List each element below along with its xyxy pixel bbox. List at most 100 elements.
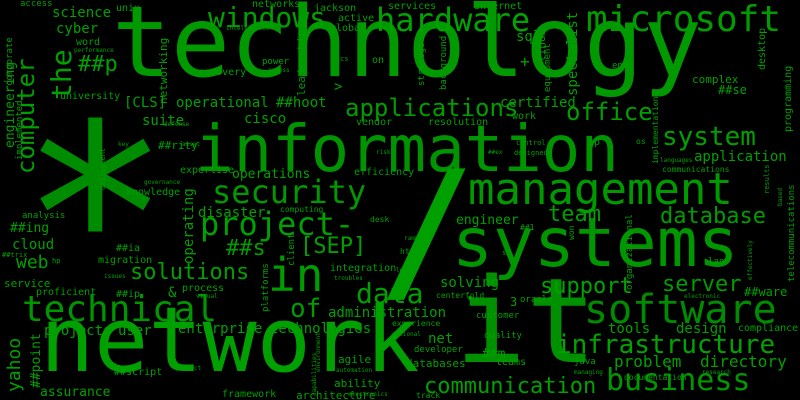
word-operational: operational bbox=[176, 96, 269, 110]
word-desktop: desktop bbox=[758, 28, 768, 70]
word-platforms: platforms bbox=[262, 263, 271, 312]
word-background: background bbox=[440, 36, 449, 90]
word-governance: governance bbox=[144, 180, 180, 186]
word-internet: internet bbox=[474, 2, 522, 12]
word-data: data bbox=[356, 280, 423, 308]
word-key: key bbox=[118, 142, 129, 148]
word-corporate: corporate bbox=[6, 37, 15, 86]
word-teams: teams bbox=[496, 358, 526, 368]
word-programming: programming bbox=[784, 66, 794, 132]
word-specialist: specialist bbox=[566, 12, 580, 96]
word-electronic: electronic bbox=[684, 294, 720, 300]
word-htol: htol bbox=[400, 248, 419, 256]
word-customer: customer bbox=[476, 312, 519, 321]
word-asset: asset bbox=[182, 142, 200, 148]
word-cs: cs bbox=[340, 56, 348, 63]
word-visual: visual bbox=[196, 294, 218, 300]
word-recovery: recovery bbox=[198, 68, 246, 78]
word-hash-s: ##s bbox=[226, 238, 266, 260]
word-projects: projects bbox=[44, 324, 111, 338]
word-ip: ip bbox=[588, 138, 600, 148]
word-deployment: deployment bbox=[100, 148, 107, 190]
word-defense: defense bbox=[164, 122, 189, 128]
word-tools: tools bbox=[608, 322, 650, 336]
word-work: work bbox=[512, 112, 536, 122]
word-support: support bbox=[540, 276, 633, 298]
word-amp: & bbox=[168, 286, 176, 300]
word-communications: communications bbox=[662, 166, 729, 174]
word-end: end bbox=[612, 62, 628, 71]
word-equipment: equipment bbox=[544, 43, 553, 92]
word-hash-point: ##point bbox=[30, 333, 43, 388]
word-cyber: cyber bbox=[56, 22, 98, 36]
word-migration: migration bbox=[98, 256, 152, 266]
word-leadership: leadership bbox=[296, 30, 307, 96]
word-knowledge: knowledge bbox=[126, 188, 180, 198]
word-documentation: documentation bbox=[624, 374, 687, 382]
word-ability: ability bbox=[334, 378, 380, 389]
word-electronics: electronics bbox=[348, 392, 388, 398]
word-design: design bbox=[676, 322, 727, 336]
word-plus: + bbox=[520, 54, 530, 70]
word-hash-ing: ##ing bbox=[10, 222, 49, 235]
word-hash-1: ##1 bbox=[520, 224, 534, 232]
word-centerfold: centerfold bbox=[436, 292, 484, 300]
word-vendor: vendor bbox=[356, 118, 392, 128]
word-telecommunications: telecommunications bbox=[788, 184, 797, 282]
word-java: java bbox=[574, 358, 596, 367]
word-services: services bbox=[388, 2, 436, 12]
word-three: 3 bbox=[510, 296, 517, 308]
word-cisco: cisco bbox=[244, 112, 286, 126]
word-hash-p: ##p bbox=[78, 54, 118, 76]
word-risk: risk bbox=[376, 150, 390, 156]
word-oracle: oracle bbox=[520, 296, 553, 305]
word-computing: computing bbox=[280, 206, 323, 214]
word-troubles: troubles bbox=[334, 276, 363, 282]
word-ssep: [SEP] bbox=[300, 236, 366, 258]
word-implementation: implementation bbox=[652, 97, 660, 164]
word-track: track bbox=[416, 392, 440, 400]
word-process: process bbox=[182, 284, 224, 294]
word-hash-ip: ##ip bbox=[116, 290, 140, 300]
word-lan: lan bbox=[708, 258, 724, 267]
word-on: on bbox=[372, 56, 384, 66]
word-results: results bbox=[764, 164, 771, 194]
word-operations: operations bbox=[232, 168, 310, 181]
word-implemented: implemented bbox=[16, 100, 25, 160]
word-gt: > bbox=[334, 80, 342, 94]
word-unix: unix bbox=[116, 4, 140, 14]
word-networking: networking bbox=[158, 38, 169, 104]
word-directory: directory bbox=[700, 354, 787, 370]
word-hash-ex: ##ex bbox=[488, 150, 502, 156]
word-based: based bbox=[778, 188, 784, 206]
word-global: global bbox=[330, 24, 366, 34]
word-power: power bbox=[262, 58, 289, 67]
word-issues: issues bbox=[104, 274, 126, 280]
word-desk: desk bbox=[370, 216, 389, 224]
word-effectively: effectively bbox=[748, 240, 754, 280]
word-product: product bbox=[176, 366, 201, 372]
word-automation: automation bbox=[336, 368, 372, 374]
word-microsoft: microsoft bbox=[586, 2, 781, 38]
word-sr: sr bbox=[502, 250, 510, 257]
word-agile: agile bbox=[338, 354, 371, 365]
word-hash-ia: ##ia bbox=[116, 244, 140, 254]
word-solving: solving bbox=[440, 276, 499, 290]
word-won: won bbox=[568, 226, 576, 240]
word-hash-ware: ##ware bbox=[744, 286, 787, 298]
word-research: research bbox=[702, 370, 731, 376]
word-proficient: proficient bbox=[36, 288, 96, 298]
word-team: team bbox=[548, 204, 601, 226]
word-experience: experience bbox=[392, 320, 440, 328]
word-system: system bbox=[662, 124, 756, 150]
word-administration: administration bbox=[328, 306, 446, 320]
word-resolution: resolution bbox=[428, 118, 488, 128]
word-national: national bbox=[392, 332, 421, 338]
word-hp: hp bbox=[52, 258, 60, 265]
word-os: os bbox=[636, 138, 646, 146]
word-enterprise: enterprise bbox=[178, 322, 262, 336]
word-sql: sql bbox=[516, 30, 541, 44]
word-developer: developer bbox=[414, 346, 463, 355]
word-strategic: strategic bbox=[418, 37, 427, 86]
